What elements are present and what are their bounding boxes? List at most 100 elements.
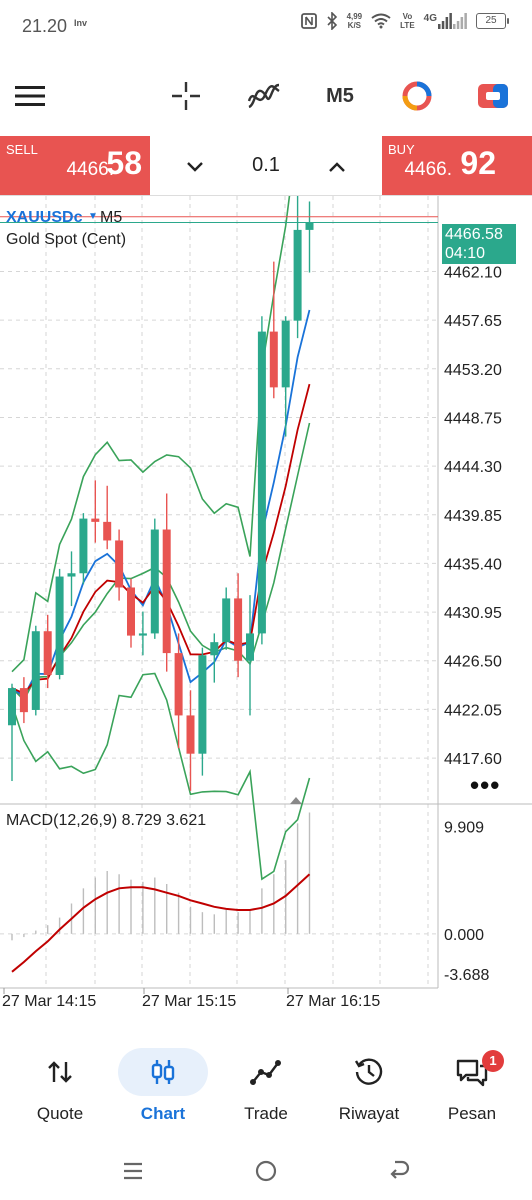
more-options-icon[interactable]: ••• [470,770,501,800]
cell-signal: 4G [424,13,467,29]
wifi-icon [371,13,391,29]
candle-body [79,518,88,574]
sell-price-small: 4466. [66,159,114,180]
back-button[interactable] [384,1156,414,1186]
lot-decrease-button[interactable] [180,152,210,182]
crosshair-button[interactable] [168,76,204,116]
buy-label: BUY [388,142,415,157]
menu-button[interactable] [12,76,48,116]
battery-indicator: 25 [476,13,509,29]
network-speed: 4,99 K/S [346,12,363,30]
candle-body [222,598,231,643]
objects-icon [402,81,432,111]
recent-apps-icon [124,1162,142,1180]
nav-chart[interactable]: Chart [113,1038,213,1128]
price-axis-label: 4444.30 [444,459,502,476]
system-navigation [0,1140,532,1200]
home-icon [255,1160,277,1182]
one-click-trading-button[interactable] [474,76,512,116]
nav-chart-label: Chart [140,1104,186,1123]
volte-indicator: Vo LTE [400,12,415,30]
price-chart[interactable]: 4462.10 4457.65 4453.20 4448.75 4444.30 4439.… [0,196,532,1016]
nav-trade-label: Trade [244,1104,288,1123]
time-axis-label: 27 Mar 15:15 [142,993,236,1010]
status-time: 21.20 [22,16,68,36]
chart-timeframe: M5 [100,209,123,226]
candle-body [8,688,16,726]
nav-trade-icon-wrap [221,1048,311,1096]
candle-body [150,529,159,634]
candle-body [186,715,195,754]
time-axis-label: 27 Mar 16:15 [286,993,380,1010]
home-button[interactable] [251,1156,281,1186]
chart-toolbar: M5 [0,56,532,134]
back-icon [390,1160,410,1179]
sell-price-big: 58 [106,145,142,181]
timeframe-button[interactable]: M5 [316,76,364,116]
nav-trade[interactable]: Trade [216,1038,316,1128]
sell-button[interactable]: SELL 4466. 58 [0,136,150,195]
nav-chart-icon-wrap [118,1048,208,1096]
chart-area[interactable]: 4462.10 4457.65 4453.20 4448.75 4444.30 4439.… [0,196,532,1016]
candle-body [234,598,243,661]
bottom-navigation: Quote Chart Trade Riwayat 1 Pesan [0,1030,532,1130]
status-time-sub: Inv [74,18,88,28]
scroll-marker-icon [290,797,302,804]
status-bar: 21.20 Inv 4,99 K/S Vo LTE 4G 25 [0,0,532,56]
candle-body [138,633,147,636]
timeframe-label: M5 [326,84,354,107]
candle-body [31,631,40,710]
nav-quote[interactable]: Quote [10,1038,110,1128]
history-icon [354,1058,383,1085]
bar-countdown: 04:10 [445,245,486,262]
trade-bar: SELL 4466. 58 0.1 BUY 4466. 92 [0,136,532,196]
messages-badge: 1 [482,1050,504,1072]
candle-body [246,633,254,661]
quote-arrows-icon [48,1061,72,1083]
candle-body [91,518,100,522]
indicators-button[interactable] [244,76,284,116]
candle-body [103,521,112,541]
buy-price-small: 4466. [404,159,452,180]
nav-quote-label: Quote [36,1104,84,1123]
time-axis-label: 27 Mar 14:15 [2,993,96,1010]
chevron-down-icon [187,162,203,172]
nav-messages[interactable]: 1 Pesan [422,1038,522,1128]
status-icons: 4,99 K/S Vo LTE 4G 25 [300,12,509,30]
price-axis-label: 4430.95 [444,605,502,622]
symbol-dropdown-icon[interactable]: ▼ [88,211,98,222]
objects-button[interactable] [398,76,436,116]
candle-body [43,631,52,675]
candle-body [115,540,124,588]
nav-messages-label: Pesan [447,1104,497,1123]
current-price-badge: 4466.58 04:10 [442,224,516,264]
current-price: 4466.58 [445,226,503,243]
macd-axis-label: 0.000 [444,927,484,944]
price-axis-label: 4453.20 [444,362,502,379]
recent-apps-button[interactable] [118,1156,148,1186]
macd-label: MACD(12,26,9) 8.729 3.621 [6,812,207,829]
nav-history[interactable]: Riwayat [319,1038,419,1128]
macd-axis-label: 9.909 [444,819,484,836]
candle-body [257,331,266,634]
price-axis-label: 4435.40 [444,556,502,573]
candle-body [281,320,290,388]
price-axis-label: 4439.85 [444,508,502,525]
nav-history-icon-wrap [324,1048,414,1096]
lot-selector: 0.1 [150,136,382,195]
nav-quote-icon-wrap [15,1048,105,1096]
chart-candles-icon [151,1060,175,1084]
bollinger-lower-line [11,672,311,881]
nav-messages-icon-wrap [427,1048,517,1096]
menu-icon [15,86,45,106]
macd-axis-label: -3.688 [444,967,489,984]
candle-body [19,688,28,713]
price-axis-label: 4426.50 [444,654,502,671]
buy-button[interactable]: BUY 4466. 92 [382,136,532,195]
lot-increase-button[interactable] [322,152,352,182]
signal-bars-2-icon [453,13,467,29]
chart-symbol[interactable]: XAUUSDc [6,209,83,226]
lot-value[interactable]: 0.1 [252,154,280,176]
price-axis-label: 4462.10 [444,264,502,281]
